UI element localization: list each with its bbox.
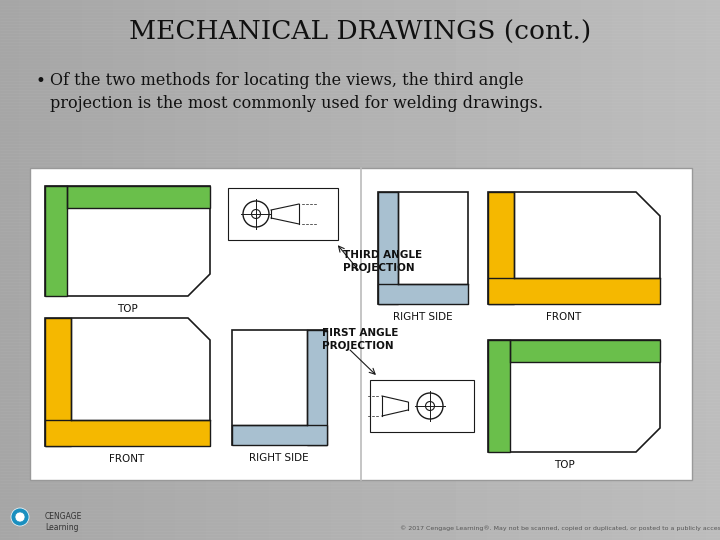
Polygon shape: [488, 340, 660, 362]
Text: FRONT: FRONT: [546, 312, 582, 322]
Polygon shape: [45, 420, 210, 446]
Bar: [307, 330, 327, 445]
Text: FIRST ANGLE
PROJECTION: FIRST ANGLE PROJECTION: [322, 328, 398, 351]
Polygon shape: [488, 192, 660, 304]
Text: MECHANICAL DRAWINGS (cont.): MECHANICAL DRAWINGS (cont.): [129, 19, 591, 44]
Polygon shape: [488, 278, 660, 304]
Polygon shape: [45, 318, 71, 446]
Circle shape: [11, 508, 29, 526]
Polygon shape: [488, 340, 660, 452]
Bar: [30, 168, 692, 480]
Polygon shape: [45, 186, 210, 296]
Text: RIGHT SIDE: RIGHT SIDE: [393, 312, 453, 322]
Text: Of the two methods for locating the views, the third angle
projection is the mos: Of the two methods for locating the view…: [50, 72, 543, 112]
Text: THIRD ANGLE
PROJECTION: THIRD ANGLE PROJECTION: [343, 250, 422, 273]
Text: RIGHT SIDE: RIGHT SIDE: [249, 453, 309, 463]
Polygon shape: [45, 186, 210, 208]
Text: CENGAGE
Learning: CENGAGE Learning: [45, 511, 82, 532]
Polygon shape: [488, 340, 510, 452]
Bar: [228, 188, 338, 240]
Text: TOP: TOP: [554, 460, 575, 470]
Bar: [378, 192, 468, 304]
Bar: [232, 330, 327, 445]
Text: FRONT: FRONT: [109, 454, 145, 464]
Text: © 2017 Cengage Learning®. May not be scanned, copied or duplicated, or posted to: © 2017 Cengage Learning®. May not be sca…: [400, 525, 720, 531]
Bar: [370, 380, 474, 432]
Bar: [232, 425, 327, 445]
Polygon shape: [488, 192, 514, 304]
Polygon shape: [45, 318, 210, 446]
Text: TOP: TOP: [117, 304, 138, 314]
Bar: [378, 284, 468, 304]
Circle shape: [15, 512, 25, 522]
Text: •: •: [35, 72, 45, 90]
Bar: [378, 192, 398, 304]
Polygon shape: [45, 186, 67, 296]
